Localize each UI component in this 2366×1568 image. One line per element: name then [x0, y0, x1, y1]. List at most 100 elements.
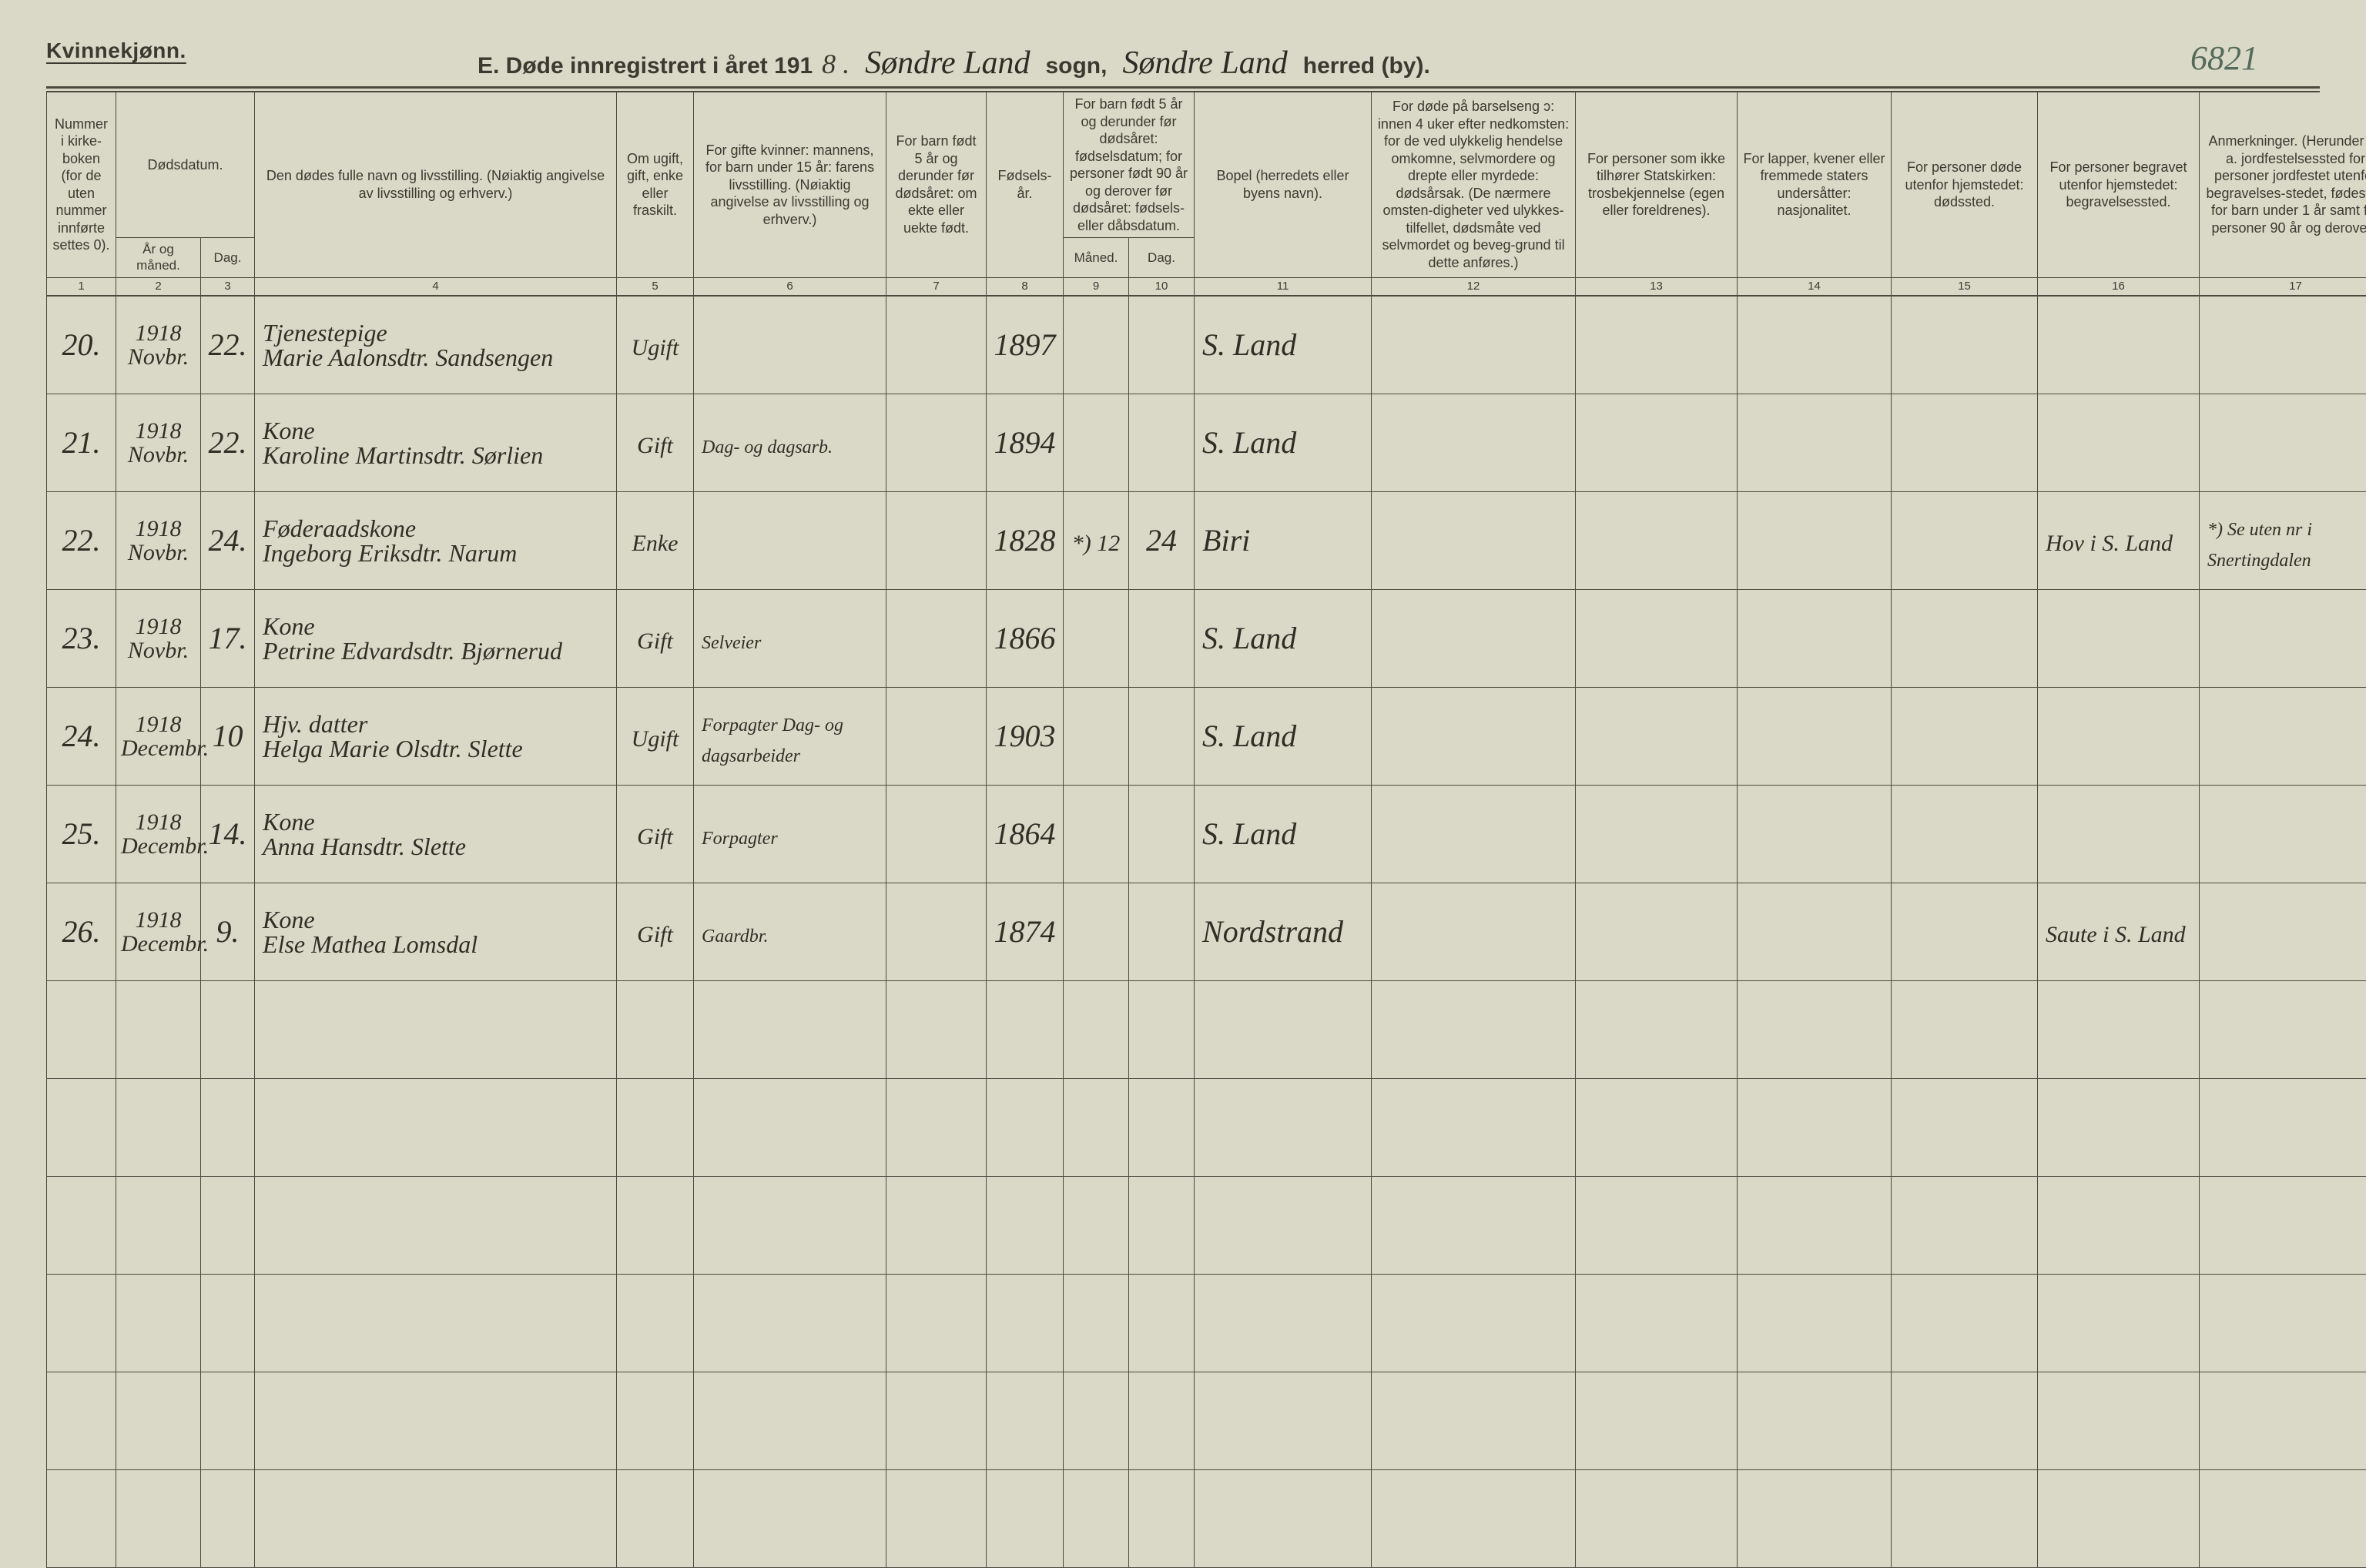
empty-cell — [116, 1372, 201, 1470]
cell-deathplace — [1892, 786, 2038, 883]
empty-cell — [1129, 981, 1195, 1079]
col-header-8: Fødsels-år. — [987, 92, 1064, 277]
empty-cell — [1129, 1275, 1195, 1372]
empty-cell — [1195, 1372, 1372, 1470]
cell-spouse: Forpagter — [694, 786, 886, 883]
empty-cell — [2038, 1470, 2200, 1568]
table-row: 21.1918Novbr.22.KoneKaroline Martinsdtr.… — [47, 394, 2366, 492]
cell-cause — [1372, 786, 1576, 883]
cell-deathplace — [1892, 883, 2038, 981]
table-row: 26.1918Decembr.9.KoneElse Mathea Lomsdal… — [47, 883, 2366, 981]
cell-faith — [1576, 688, 1738, 786]
cell-birthmonth — [1064, 296, 1129, 394]
cell-name: Hjv. datterHelga Marie Olsdtr. Slette — [255, 688, 617, 786]
empty-cell — [1372, 1275, 1576, 1372]
cell-status: Enke — [617, 492, 694, 590]
empty-cell — [1064, 981, 1129, 1079]
col-header-17: Anmerkninger. (Herunder bl. a. jordfeste… — [2200, 92, 2366, 277]
empty-cell — [47, 981, 116, 1079]
cell-bopel: S. Land — [1195, 786, 1372, 883]
empty-cell — [1892, 981, 2038, 1079]
empty-cell — [2038, 1079, 2200, 1177]
cell-year-month: 1918Novbr. — [116, 296, 201, 394]
colnum-14: 14 — [1738, 277, 1892, 296]
cell-day: 22. — [201, 296, 255, 394]
empty-cell — [47, 1177, 116, 1275]
cell-burial — [2038, 296, 2200, 394]
empty-cell — [2200, 1372, 2366, 1470]
col-header-1: Nummer i kirke-boken (for de uten nummer… — [47, 92, 116, 277]
cell-birthyear: 1864 — [987, 786, 1064, 883]
cell-cause — [1372, 394, 1576, 492]
col-header-14: For lapper, kvener eller fremmede stater… — [1738, 92, 1892, 277]
empty-cell — [1372, 1177, 1576, 1275]
cell-notes — [2200, 883, 2366, 981]
colnum-10: 10 — [1129, 277, 1195, 296]
empty-cell — [201, 1177, 255, 1275]
cell-bopel: Nordstrand — [1195, 883, 1372, 981]
cell-number: 24. — [47, 688, 116, 786]
cell-spouse — [694, 492, 886, 590]
cell-birthyear: 1903 — [987, 688, 1064, 786]
register-page: Kvinnekjønn. E. Døde innregistrert i åre… — [0, 0, 2366, 1543]
empty-cell — [1576, 1372, 1738, 1470]
cell-legit — [886, 883, 987, 981]
empty-cell — [886, 1177, 987, 1275]
empty-cell — [987, 1275, 1064, 1372]
cell-notes — [2200, 296, 2366, 394]
empty-cell — [987, 981, 1064, 1079]
empty-cell — [255, 981, 617, 1079]
empty-cell — [116, 1275, 201, 1372]
table-row: 25.1918Decembr.14.KoneAnna Hansdtr. Slet… — [47, 786, 2366, 883]
cell-year-month: 1918Novbr. — [116, 492, 201, 590]
cell-legit — [886, 786, 987, 883]
cell-cause — [1372, 688, 1576, 786]
cell-day: 9. — [201, 883, 255, 981]
empty-cell — [47, 1275, 116, 1372]
cell-nation — [1738, 883, 1892, 981]
cell-legit — [886, 590, 987, 688]
cell-deathplace — [1892, 394, 2038, 492]
colnum-9: 9 — [1064, 277, 1129, 296]
empty-cell — [201, 981, 255, 1079]
colnum-11: 11 — [1195, 277, 1372, 296]
cell-burial — [2038, 590, 2200, 688]
cell-cause — [1372, 492, 1576, 590]
cell-faith — [1576, 492, 1738, 590]
cell-name: KonePetrine Edvardsdtr. Bjørnerud — [255, 590, 617, 688]
empty-cell — [255, 1079, 617, 1177]
empty-cell — [1195, 1079, 1372, 1177]
herred-label: herred (by). — [1303, 53, 1430, 79]
empty-cell — [47, 1079, 116, 1177]
empty-cell — [1064, 1275, 1129, 1372]
empty-cell — [886, 1079, 987, 1177]
table-row-empty — [47, 1275, 2366, 1372]
empty-cell — [1129, 1079, 1195, 1177]
cell-status: Gift — [617, 883, 694, 981]
empty-cell — [1576, 1079, 1738, 1177]
cell-birthmonth — [1064, 394, 1129, 492]
cell-number: 21. — [47, 394, 116, 492]
cell-nation — [1738, 394, 1892, 492]
cell-faith — [1576, 590, 1738, 688]
cell-birthday — [1129, 296, 1195, 394]
cell-notes — [2200, 590, 2366, 688]
table-row: 20.1918Novbr.22.TjenestepigeMarie Aalons… — [47, 296, 2366, 394]
col-header-15: For personer døde utenfor hjemstedet: dø… — [1892, 92, 2038, 277]
empty-cell — [1738, 1079, 1892, 1177]
empty-cell — [201, 1372, 255, 1470]
empty-cell — [1738, 1275, 1892, 1372]
empty-cell — [1892, 1177, 2038, 1275]
colnum-4: 4 — [255, 277, 617, 296]
empty-cell — [1892, 1372, 2038, 1470]
empty-cell — [255, 1275, 617, 1372]
cell-birthyear: 1897 — [987, 296, 1064, 394]
empty-cell — [1892, 1079, 2038, 1177]
cell-faith — [1576, 883, 1738, 981]
empty-cell — [694, 1372, 886, 1470]
empty-cell — [886, 981, 987, 1079]
empty-cell — [2200, 1470, 2366, 1568]
table-row-empty — [47, 1470, 2366, 1568]
empty-cell — [987, 1079, 1064, 1177]
cell-spouse: Selveier — [694, 590, 886, 688]
